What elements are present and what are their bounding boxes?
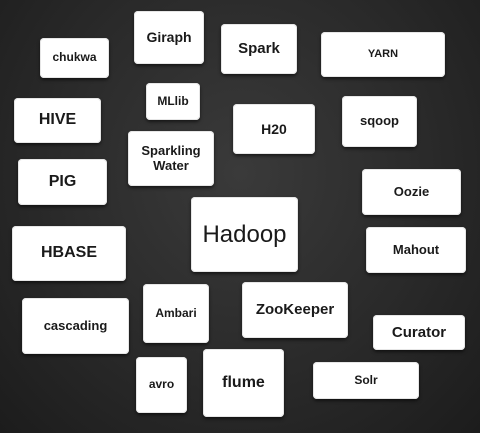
card-label: Sparkling Water (141, 142, 201, 173)
card-label: avro (148, 377, 175, 392)
card-label: YARN (367, 48, 399, 61)
card-label: HBASE (40, 244, 97, 262)
card-label: Hadoop (202, 220, 287, 248)
card-hive: HIVE (14, 98, 101, 143)
card-giraph: Giraph (134, 11, 204, 64)
card-label: MLlib (157, 93, 189, 108)
card-flume: flume (203, 349, 284, 417)
card-label: Curator (391, 323, 447, 341)
card-pig: PIG (18, 159, 107, 205)
card-mahout: Mahout (366, 227, 466, 273)
card-mllib: MLlib (146, 83, 200, 120)
card-label: Giraph (146, 29, 192, 46)
card-label: chukwa (52, 50, 97, 65)
card-chukwa: chukwa (40, 38, 109, 78)
card-label: cascading (43, 317, 108, 333)
card-sparkling-water: Sparkling Water (128, 131, 214, 186)
card-hadoop: Hadoop (191, 197, 298, 272)
card-avro: avro (136, 357, 187, 413)
card-solr: Solr (313, 362, 419, 399)
card-yarn: YARN (321, 32, 445, 77)
card-spark: Spark (221, 24, 297, 74)
card-label: Mahout (392, 241, 440, 257)
card-label: sqoop (360, 113, 399, 129)
card-label: H20 (261, 120, 287, 137)
card-hbase: HBASE (12, 226, 126, 281)
card-sqoop: sqoop (342, 96, 417, 147)
card-label: PIG (48, 172, 77, 190)
card-cascading: cascading (22, 298, 129, 354)
card-ambari: Ambari (143, 284, 209, 343)
card-oozie: Oozie (362, 169, 461, 215)
card-label: Solr (354, 372, 378, 387)
card-label: Spark (238, 40, 280, 58)
card-label: ZooKeeper (255, 301, 335, 319)
card-label: Ambari (155, 305, 197, 320)
card-curator: Curator (373, 315, 465, 350)
card-h20: H20 (233, 104, 315, 154)
card-label: HIVE (38, 111, 77, 129)
card-label: Oozie (393, 183, 430, 199)
card-label: flume (222, 373, 265, 391)
card-zookeeper: ZooKeeper (242, 282, 348, 338)
